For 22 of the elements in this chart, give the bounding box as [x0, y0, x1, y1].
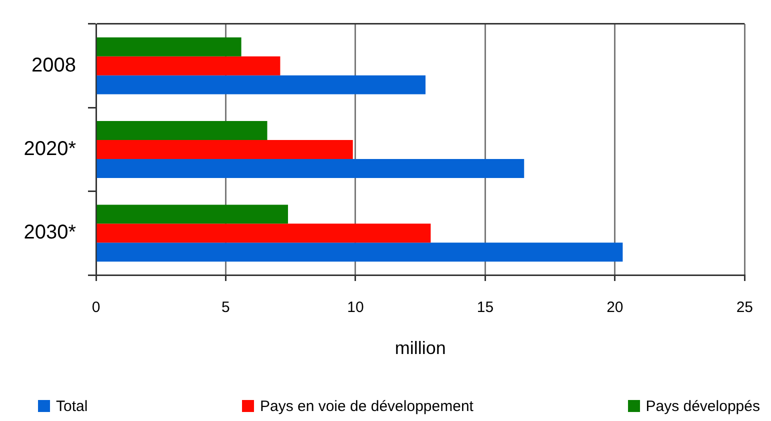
bar	[96, 204, 288, 224]
y-tick-label: 2020*	[24, 138, 76, 160]
y-tick-label: 2030*	[24, 222, 76, 244]
x-axis-title: million	[394, 338, 446, 358]
legend-label: Pays en voie de développement	[260, 398, 474, 414]
bar	[96, 140, 353, 159]
bar	[96, 56, 280, 76]
x-tick-label: 5	[222, 299, 230, 316]
legend-label: Total	[56, 398, 88, 414]
legend-label: Pays développés	[646, 398, 760, 414]
x-tick-label: 15	[476, 299, 494, 316]
bar	[96, 242, 623, 262]
x-tick-label: 20	[606, 299, 624, 316]
bar	[96, 37, 242, 56]
x-tick-label: 25	[736, 299, 753, 316]
x-tick-label: 0	[92, 299, 100, 316]
bar	[96, 158, 524, 178]
x-tick-label: 10	[347, 299, 364, 316]
y-tick-label: 2008	[32, 54, 76, 76]
bar	[96, 75, 426, 94]
bar	[96, 224, 431, 243]
bar	[96, 121, 268, 140]
